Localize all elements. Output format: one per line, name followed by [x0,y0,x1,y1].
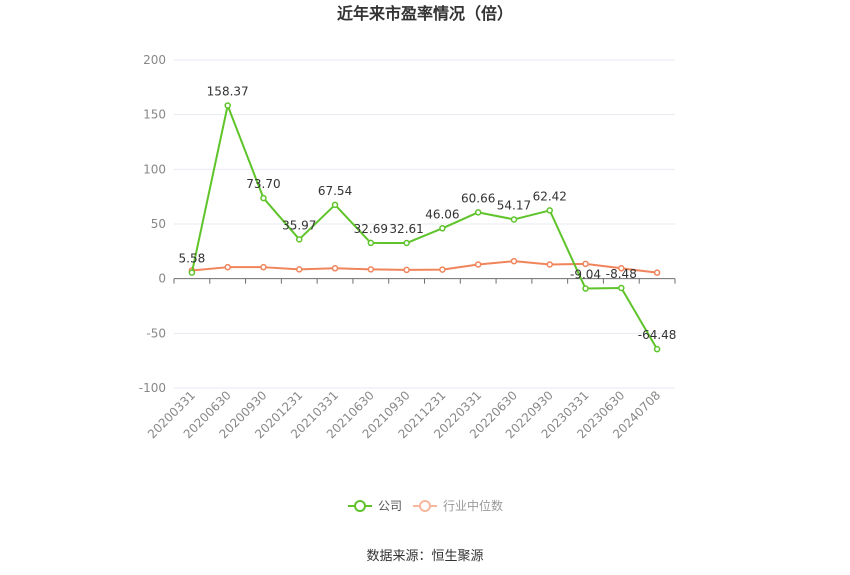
data-label-company: 67.54 [318,184,352,198]
data-label-company: 32.69 [354,222,388,236]
data-point-industry-median[interactable] [296,266,303,273]
data-point-company[interactable] [188,269,196,276]
data-label-company: 5.58 [179,252,206,266]
data-point-industry-median[interactable] [224,263,231,271]
series-line-industry-median [191,260,658,274]
data-point-company[interactable] [331,201,339,209]
data-point-industry-median[interactable] [367,266,375,273]
data-point-company[interactable] [403,239,410,247]
data-point-company[interactable] [260,194,267,202]
y-tick-label: 150 [143,108,166,122]
data-label-company: 35.97 [282,218,316,232]
data-point-industry-median[interactable] [331,265,339,272]
y-tick-label: 200 [143,53,166,67]
x-axis: 2020033120200630202009302020123120210331… [145,278,676,441]
data-point-industry-median[interactable] [403,266,410,274]
data-point-company[interactable] [296,236,303,243]
data-label-company: 158.37 [207,85,249,99]
data-label-company: -64.48 [638,328,677,342]
legend-label-company[interactable]: 公司 [378,499,402,513]
legend-symbol-company [354,500,366,512]
data-point-company[interactable] [439,225,446,232]
series-group: 5.58 158.37 73.70 35.97 67.54 32.69 32.6146.06… [179,85,677,353]
data-point-industry-median[interactable] [474,261,482,268]
data-label-company: 46.06 [425,207,459,221]
data-label-company: 54.17 [497,198,531,212]
series-line-company [190,104,658,350]
data-point-industry-median[interactable] [510,257,518,265]
data-label-company: 32.61 [389,222,423,236]
legend-symbol-industry-median [419,500,431,512]
data-point-industry-median[interactable] [439,266,446,273]
data-point-industry-median[interactable] [260,263,267,271]
legend-label-industry-median[interactable]: 行业中位数 [443,498,503,513]
data-point-company[interactable] [367,239,375,247]
data-point-company[interactable] [224,102,231,109]
data-label-company: 73.70 [246,177,280,191]
data-source-note: 数据来源：恒生聚源 [366,549,483,564]
data-point-company[interactable] [510,216,518,223]
y-tick-label: 50 [151,217,166,231]
grid-lines [174,59,675,389]
data-point-industry-median[interactable] [653,269,661,276]
legend[interactable]: 公司 行业中位数 [348,498,503,513]
data-point-industry-median[interactable] [618,265,625,272]
data-point-company[interactable] [582,285,589,292]
data-point-company[interactable] [474,209,482,216]
data-label-company: 62.42 [533,189,567,203]
y-tick-label: 0 [158,272,166,286]
chart-title: 近年来市盈率情况（倍） [337,4,513,23]
data-point-company[interactable] [618,284,625,292]
y-tick-label: -100 [139,381,166,395]
data-label-company: -8.48 [606,267,637,281]
data-point-company[interactable] [546,207,553,214]
data-point-industry-median[interactable] [546,261,553,268]
data-point-company[interactable] [653,345,661,353]
y-tick-label: 100 [143,162,166,176]
data-point-industry-median[interactable] [582,260,589,268]
y-axis: 200 150 100 50 0 -50 -100 [139,53,166,395]
y-tick-label: -50 [146,326,166,340]
data-label-company: 60.66 [461,191,495,205]
data-label-company: -9.04 [570,268,601,282]
